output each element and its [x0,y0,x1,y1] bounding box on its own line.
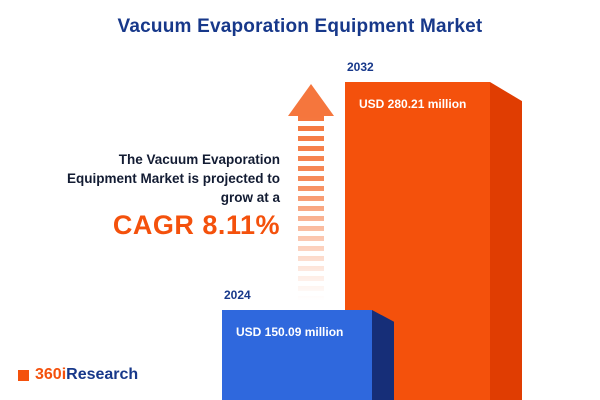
bar-2024-front-face: USD 150.09 million [222,310,372,400]
bar-2024-side-face [372,310,394,400]
bar-2032-year-label: 2032 [347,60,374,74]
description-line-1: The Vacuum Evaporation [118,152,280,167]
logo-text: 360iResearch [35,366,138,384]
logo-suffix: Research [66,366,139,383]
description-line-2: Equipment Market is projected to [66,171,280,186]
page-title: Vacuum Evaporation Equipment Market [117,16,483,37]
cagr-value: CAGR 8.11% [112,210,280,240]
bar-2024-year-label: 2024 [224,288,251,302]
logo-prefix: 360i [35,366,67,383]
description-block: The Vacuum Evaporation Equipment Market … [28,150,280,240]
bar-2032-side-face [490,82,522,400]
bar-2032-value-label: USD 280.21 million [359,97,467,111]
description-line-3: grow at a [220,190,280,205]
arrow-head-icon [288,84,334,116]
bar-2024-value-label: USD 150.09 million [236,325,344,339]
logo: 360iResearch [18,366,138,384]
arrow-striped-tail-icon [298,116,324,300]
bar-2024: 2024 USD 150.09 million [222,288,394,400]
growth-arrow-icon [288,84,334,302]
logo-mark-icon [18,369,29,381]
